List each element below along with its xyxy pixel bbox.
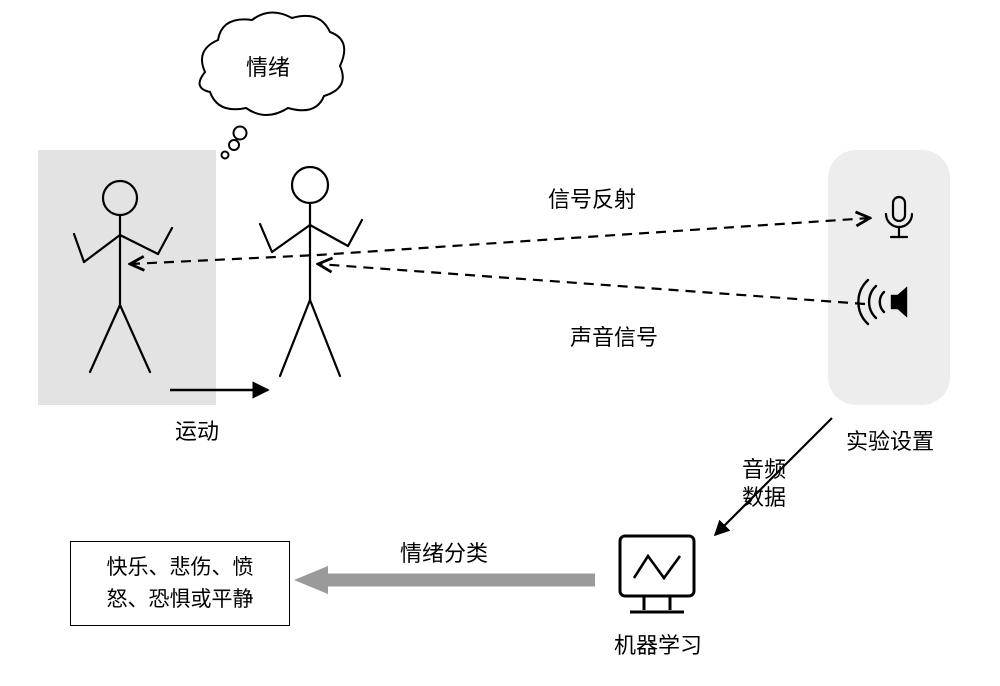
machine-learning-label: 机器学习 xyxy=(614,628,702,660)
sound-signal-label: 声音信号 xyxy=(570,320,658,352)
thought-bubble-icon xyxy=(200,12,345,158)
experiment-label: 实验设置 xyxy=(846,424,934,456)
speaker-icon xyxy=(858,280,906,324)
audio-data-label-2: 数据 xyxy=(742,480,786,512)
result-line-2: 怒、恐惧或平静 xyxy=(107,588,254,611)
result-box: 快乐、悲伤、愤 怒、恐惧或平静 xyxy=(70,541,290,626)
computer-icon xyxy=(620,536,694,612)
result-line-1: 快乐、悲伤、愤 xyxy=(107,556,254,579)
sound-signal-arrow xyxy=(318,264,865,304)
stick-figure-1 xyxy=(74,181,172,372)
stick-figure-2 xyxy=(260,167,362,376)
signal-reflect-arrow xyxy=(130,218,870,264)
emotion-class-arrow xyxy=(294,566,595,594)
motion-label: 运动 xyxy=(175,414,219,446)
emotion-class-label: 情绪分类 xyxy=(400,536,488,568)
microphone-icon xyxy=(886,197,912,237)
signal-reflect-label: 信号反射 xyxy=(548,182,636,214)
emotion-bubble-label: 情绪 xyxy=(246,50,290,82)
